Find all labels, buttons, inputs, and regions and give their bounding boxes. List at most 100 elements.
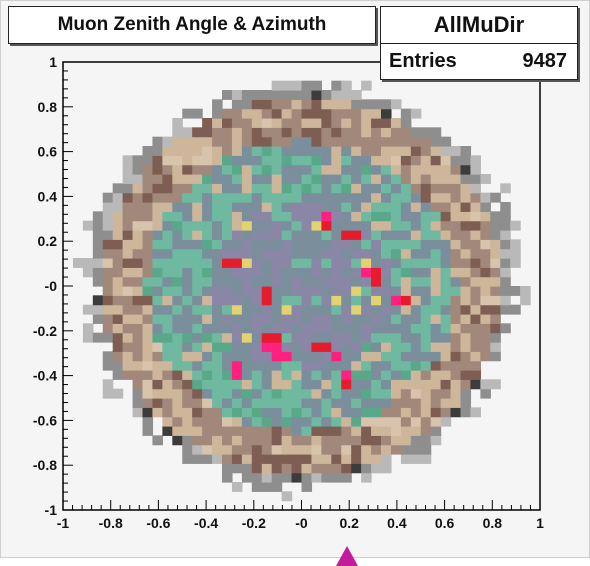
heatmap-cell — [251, 482, 263, 492]
heatmap-cell — [341, 379, 352, 390]
heatmap-cell — [192, 332, 203, 343]
heatmap-cell — [112, 239, 124, 250]
heatmap-cell — [331, 248, 342, 259]
heatmap-cell — [202, 220, 213, 231]
heatmap-cell — [400, 342, 412, 352]
heatmap-cell — [450, 286, 462, 296]
heatmap-cell — [142, 398, 154, 408]
heatmap-cell — [82, 332, 94, 343]
heatmap-cell — [162, 398, 173, 408]
heatmap-cell — [281, 379, 293, 390]
heatmap-cell — [440, 388, 452, 399]
heatmap-cell — [251, 248, 263, 259]
heatmap-cell — [470, 342, 481, 352]
heatmap-cell — [92, 239, 104, 250]
heatmap-cell — [222, 230, 233, 240]
heatmap-cell — [281, 444, 293, 455]
heatmap-cell — [480, 286, 491, 296]
heatmap-cell — [251, 118, 263, 128]
heatmap-cell — [202, 276, 213, 287]
heatmap-cell — [182, 360, 193, 371]
heatmap-cell — [351, 99, 362, 110]
heatmap-cell — [420, 174, 432, 184]
heatmap-cell — [351, 435, 362, 446]
heatmap-cell — [172, 248, 183, 259]
heatmap-cell — [420, 286, 432, 296]
heatmap-cell — [291, 127, 303, 138]
heatmap-cell — [390, 183, 402, 194]
heatmap-cell — [420, 183, 432, 194]
heatmap-cell — [311, 407, 322, 418]
heatmap-cell — [222, 472, 233, 483]
heatmap-cell — [371, 351, 382, 362]
heatmap-cell — [212, 127, 223, 138]
histogram-name: AllMuDir — [381, 7, 577, 44]
heatmap-cell — [331, 351, 342, 362]
heatmap-cell — [410, 454, 422, 464]
heatmap-cell — [460, 295, 472, 306]
heatmap-cell — [450, 192, 462, 203]
heatmap-cell — [341, 304, 352, 315]
heatmap-cell — [281, 454, 293, 464]
heatmap-cell — [281, 90, 293, 100]
heatmap-cell — [480, 211, 491, 222]
heatmap-cell — [122, 295, 134, 306]
heatmap-cell — [400, 304, 412, 315]
heatmap-cell — [301, 342, 313, 352]
heatmap-cell — [460, 286, 472, 296]
heatmap-cell — [430, 398, 442, 408]
heatmap-cell — [500, 202, 511, 212]
heatmap-cell — [500, 286, 511, 296]
heatmap-cell — [261, 99, 273, 110]
heatmap-cell — [301, 192, 313, 203]
heatmap-cell — [112, 276, 124, 287]
heatmap-cell — [400, 454, 412, 464]
heatmap-cell — [381, 211, 392, 222]
heatmap-cell — [222, 136, 233, 147]
heatmap-cell — [381, 155, 392, 166]
heatmap-cell — [92, 258, 104, 268]
heatmap-cell — [321, 99, 332, 110]
heatmap-cell — [251, 127, 263, 138]
heatmap-cell — [261, 454, 273, 464]
heatmap-cell — [321, 454, 332, 464]
heatmap-cell — [271, 407, 283, 418]
heatmap-cell — [212, 416, 223, 427]
heatmap-cell — [381, 370, 392, 380]
heatmap-cell — [371, 314, 382, 324]
heatmap-cell — [361, 174, 372, 184]
heatmap-cell — [231, 164, 243, 175]
heatmap-cell — [261, 304, 273, 315]
heatmap-cell — [440, 155, 452, 166]
heatmap-cell — [410, 183, 422, 194]
heatmap-cell — [231, 108, 243, 119]
heatmap-cell — [152, 379, 163, 390]
heatmap-cell — [331, 370, 342, 380]
heatmap-cell — [390, 146, 402, 156]
heatmap-cell — [152, 351, 163, 362]
heatmap-cell — [92, 230, 104, 240]
heatmap-cell — [182, 388, 193, 399]
heatmap-cell — [251, 164, 263, 175]
heatmap-cell — [400, 351, 412, 362]
heatmap-cell — [440, 416, 452, 427]
heatmap-cell — [291, 118, 303, 128]
heatmap-cell — [311, 388, 322, 399]
heatmap-cell — [450, 220, 462, 231]
heatmap-cell — [420, 407, 432, 418]
heatmap-cell — [351, 108, 362, 119]
heatmap-cell — [390, 127, 402, 138]
heatmap-cell — [460, 258, 472, 268]
heatmap-cell — [400, 388, 412, 399]
heatmap-cell — [390, 220, 402, 231]
heatmap-cell — [331, 388, 342, 399]
heatmap-cell — [142, 239, 154, 250]
heatmap-cell — [361, 304, 372, 315]
heatmap-cell — [490, 314, 501, 324]
heatmap-cell — [231, 220, 243, 231]
heatmap-cell — [241, 174, 253, 184]
heatmap-cell — [122, 258, 134, 268]
heatmap-cell — [202, 258, 213, 268]
heatmap-cell — [311, 360, 322, 371]
